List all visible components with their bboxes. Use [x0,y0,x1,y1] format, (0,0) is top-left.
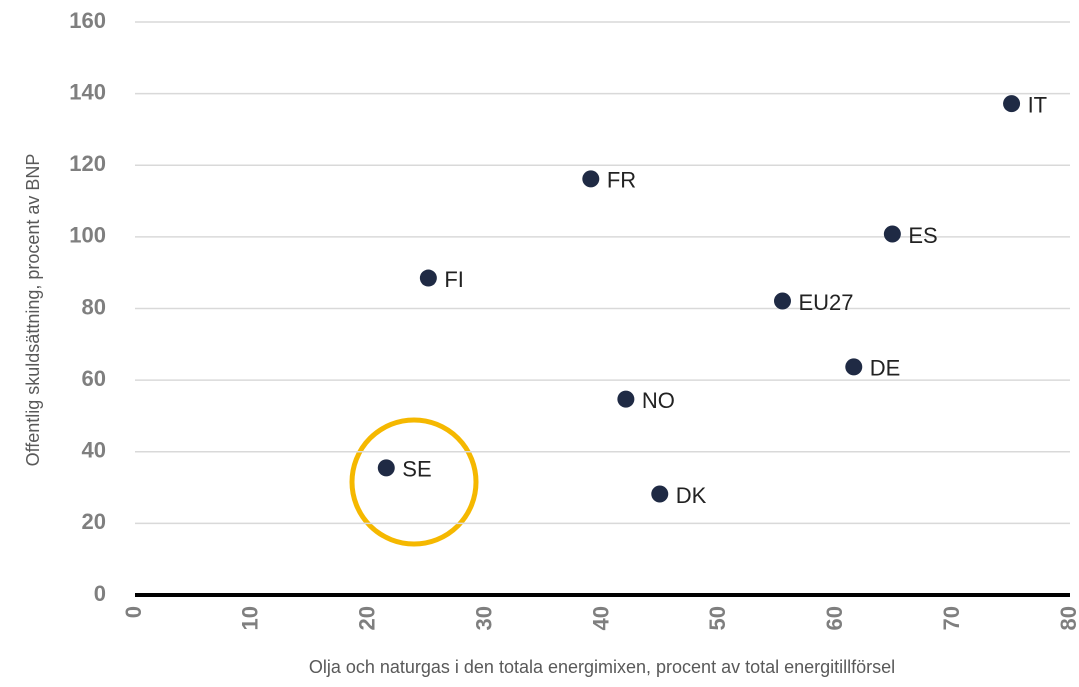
x-tick-label: 10 [238,606,263,630]
x-axis-label: Olja och naturgas i den totala energimix… [309,657,895,677]
x-tick-label: 40 [588,606,613,630]
point [845,358,863,376]
point [773,292,791,310]
point [651,485,669,503]
point-label: FR [607,168,636,193]
point [377,459,395,477]
point-label: DK [676,483,707,508]
point [419,269,437,287]
point-label: DE [870,356,901,381]
point [883,225,901,243]
y-tick-label: 40 [82,438,106,463]
y-tick-label: 20 [82,509,106,534]
point-label: SE [402,457,431,482]
y-tick-label: 60 [82,366,106,391]
point [1003,95,1021,113]
point-label: IT [1028,92,1048,117]
y-tick-label: 80 [82,294,106,319]
x-tick-label: 20 [355,606,380,630]
point-label: ES [908,223,937,248]
x-tick-label: 60 [822,606,847,630]
point-label: EU27 [798,290,853,315]
y-tick-label: 120 [69,151,106,176]
y-tick-label: 160 [69,8,106,33]
x-tick-label: 80 [1056,606,1079,630]
y-tick-label: 140 [69,79,106,104]
y-axis-label: Offentlig skuldsättning, procent av BNP [23,154,43,467]
x-tick-label: 30 [471,606,496,630]
point [582,170,600,188]
point [617,390,635,408]
highlight-circle [349,417,479,547]
x-tick-label: 0 [121,606,146,618]
x-tick-label: 70 [939,606,964,630]
y-tick-label: 100 [69,223,106,248]
x-tick-label: 50 [705,606,730,630]
y-tick-label: 0 [94,581,106,606]
point-label: NO [642,388,675,413]
point-label: FI [444,267,464,292]
